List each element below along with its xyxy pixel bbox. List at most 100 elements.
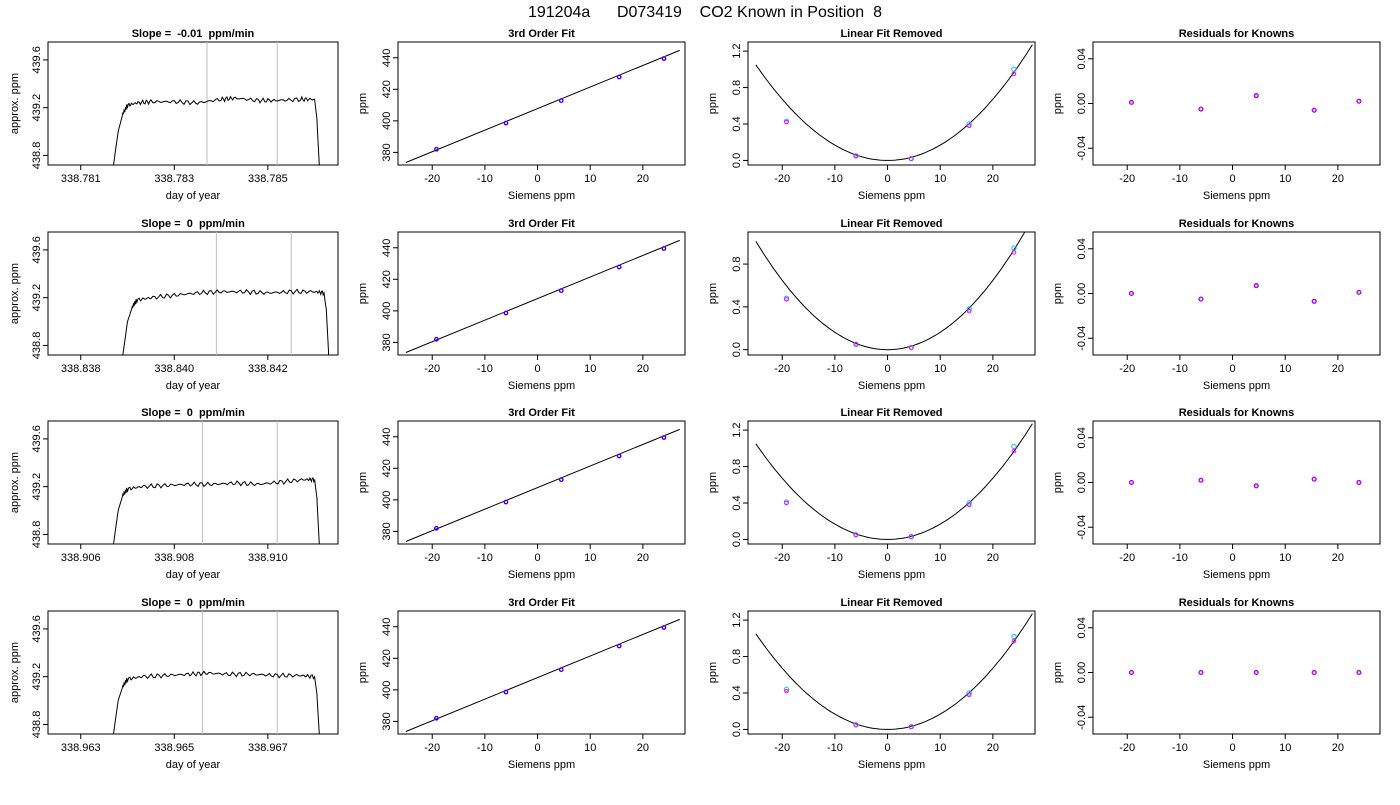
plot-frame	[747, 420, 1036, 545]
x-axis-label: Siemens ppm	[508, 759, 575, 771]
x-tick-label: 0	[534, 173, 540, 185]
y-tick-label: 440	[381, 239, 393, 257]
plot-frame	[47, 610, 339, 735]
data-point	[1129, 480, 1134, 485]
panel-fit-row-1: 3rd Order Fit -20 -10 0 10 20 380 400 420 440 Siem…	[357, 28, 686, 202]
data-point	[434, 716, 439, 721]
y-tick-label: 0.8	[731, 256, 743, 271]
plot-area	[755, 423, 1033, 540]
data-point	[1312, 108, 1317, 113]
y-tick-label: 439.2	[31, 473, 43, 501]
x-axis-label: Siemens ppm	[508, 569, 575, 581]
fit-line	[405, 428, 680, 542]
x-tick-label: 338.908	[154, 552, 194, 564]
x-tick-label: 0	[884, 363, 890, 375]
x-tick-label: 20	[987, 742, 999, 754]
y-tick-label: 420	[381, 649, 393, 667]
x-tick-label: 10	[584, 363, 596, 375]
data-point	[908, 345, 914, 350]
x-tick-label: 10	[584, 173, 596, 185]
x-tick-label: 20	[637, 173, 649, 185]
y-tick-label: 0.8	[731, 459, 743, 474]
plot-frame	[1092, 610, 1381, 735]
x-axis-label: day of year	[166, 759, 221, 771]
plot-area	[113, 611, 320, 734]
data-point	[966, 502, 972, 508]
plot-frame	[1092, 231, 1381, 356]
data-point	[1356, 670, 1362, 675]
plot-area	[122, 232, 330, 355]
plot-frame	[47, 41, 339, 166]
data-point	[783, 118, 790, 124]
data-point	[1198, 106, 1204, 112]
quadratic-curve	[755, 44, 1033, 161]
panel-title: Residuals for Knowns	[1179, 597, 1295, 609]
x-tick-label: -20	[1119, 363, 1135, 375]
panel-title: Linear Fit Removed	[840, 597, 942, 609]
y-tick-label: 439.6	[31, 425, 43, 453]
x-axis-label: Siemens ppm	[508, 190, 575, 202]
panel-title: Residuals for Knowns	[1179, 218, 1295, 230]
y-axis-label: ppm	[357, 662, 369, 683]
y-axis-label: ppm	[1052, 283, 1064, 304]
plot-frame	[397, 610, 686, 735]
x-tick-label: -10	[827, 552, 843, 564]
x-tick-label: 0	[884, 742, 890, 754]
x-tick-label: 338.840	[154, 363, 194, 375]
data-point	[908, 534, 914, 540]
data-point	[661, 56, 667, 61]
y-tick-label: 400	[381, 681, 393, 699]
x-tick-label: -20	[1119, 552, 1135, 564]
y-axis-label: approx. ppm	[9, 452, 21, 513]
y-axis-label: ppm	[707, 283, 719, 304]
y-tick-label: 380	[381, 143, 393, 161]
plot-area	[1128, 670, 1362, 675]
plot-frame	[47, 420, 339, 545]
data-point	[908, 156, 914, 161]
x-tick-label: 20	[987, 173, 999, 185]
y-tick-label: 438.8	[31, 142, 43, 170]
data-point	[908, 724, 914, 730]
panel-title: Residuals for Knowns	[1179, 407, 1295, 419]
y-axis-label: ppm	[1052, 662, 1064, 683]
y-tick-label: 0.00	[1076, 472, 1088, 493]
x-tick-label: 10	[934, 552, 946, 564]
data-point	[617, 643, 622, 649]
y-tick-label: 400	[381, 491, 393, 509]
x-tick-label: -10	[827, 173, 843, 185]
x-tick-label: 0	[1229, 552, 1235, 564]
data-point	[853, 532, 859, 538]
y-tick-label: 0.0	[731, 153, 743, 168]
panel-resid-row-1: Residuals for Knowns -20 -10 0 10 20 -0.04 0.00…	[1052, 28, 1381, 202]
x-axis-label: Siemens ppm	[858, 190, 925, 202]
y-axis-label: approx. ppm	[9, 642, 21, 703]
y-tick-label: 0.4	[731, 116, 743, 131]
y-axis-label: ppm	[357, 93, 369, 114]
data-point	[503, 310, 509, 316]
x-axis-label: day of year	[166, 569, 221, 581]
data-point	[966, 500, 972, 506]
plot-area	[755, 44, 1033, 162]
panel-trace-row-1: Slope = -0.01 ppm/min 338.781 338.783 338.7…	[9, 28, 339, 202]
data-point	[1254, 670, 1259, 675]
data-point	[434, 147, 439, 152]
x-axis-label: Siemens ppm	[1203, 190, 1270, 202]
x-tick-label: 10	[1279, 173, 1291, 185]
data-point	[1011, 443, 1017, 450]
data-point	[853, 342, 859, 347]
y-tick-label: 439.6	[31, 236, 43, 264]
data-point	[784, 500, 789, 506]
data-point	[1312, 670, 1317, 675]
x-tick-label: -10	[1172, 173, 1188, 185]
panel-linear-row-4: Linear Fit Removed -20 -10 0 10 20 0.0 0.4 0.8 1.…	[707, 597, 1036, 771]
x-tick-label: 338.967	[248, 742, 288, 754]
data-point	[1254, 283, 1259, 288]
data-point	[966, 306, 972, 312]
data-point	[661, 625, 667, 630]
data-point	[617, 453, 622, 459]
data-point	[1254, 483, 1259, 488]
y-tick-label: 1.2	[731, 612, 743, 627]
x-tick-label: 338.965	[154, 742, 194, 754]
y-tick-label: 0.0	[731, 342, 743, 357]
